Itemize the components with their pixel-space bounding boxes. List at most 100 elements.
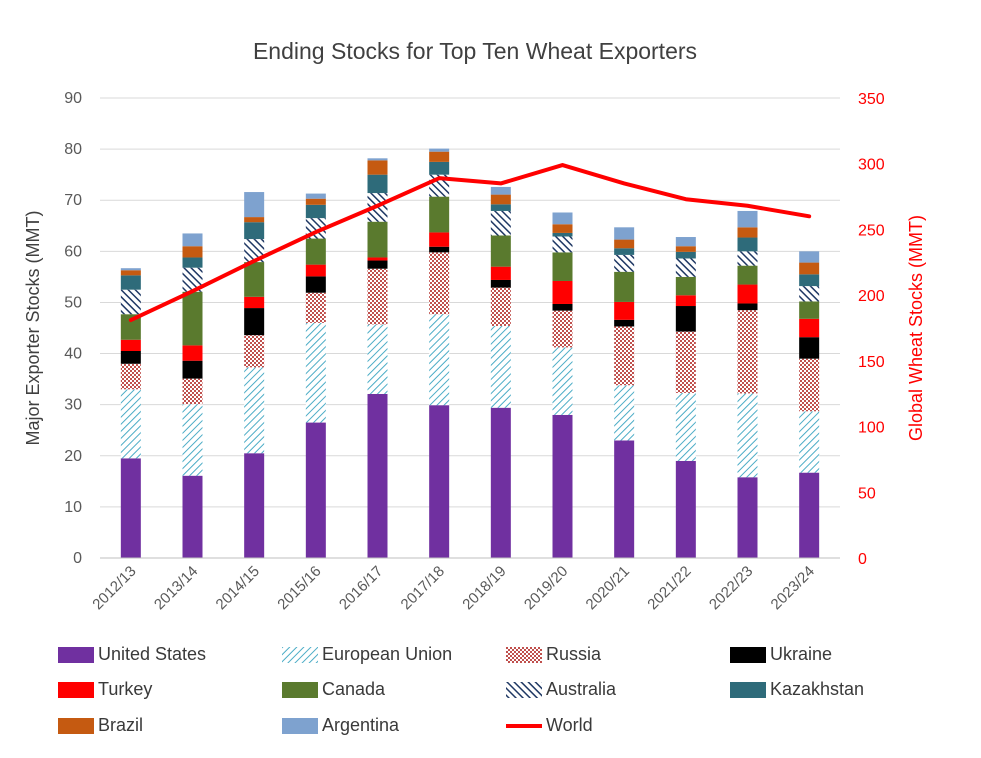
bar-canada xyxy=(120,314,141,340)
bar-australia xyxy=(182,267,203,292)
bar-kazakhstan xyxy=(244,222,265,240)
bar-turkey xyxy=(120,339,141,351)
x-tick-label: 2016/17 xyxy=(336,563,386,613)
legend-line-swatch xyxy=(506,723,542,728)
bar-argentina xyxy=(490,186,511,195)
bar-united-states xyxy=(244,453,265,558)
y2-tick-label: 150 xyxy=(858,354,885,371)
bar-russia xyxy=(614,326,635,386)
bar-argentina xyxy=(182,233,203,247)
legend-label: European Union xyxy=(322,644,453,664)
legend-item: Ukraine xyxy=(730,644,832,665)
x-tick-label: 2013/14 xyxy=(151,563,201,613)
bar-argentina xyxy=(244,192,265,218)
x-tick-label: 2012/13 xyxy=(89,563,139,613)
bar-brazil xyxy=(182,246,203,258)
x-tick-label: 2014/15 xyxy=(213,563,263,613)
x-tick-label: 2022/23 xyxy=(706,563,756,613)
legend-label: Brazil xyxy=(98,715,144,735)
bar-united-states xyxy=(429,405,450,558)
bar-european-union xyxy=(429,314,450,406)
bar-european-union xyxy=(799,411,820,473)
bar-european-union xyxy=(614,385,635,441)
bars xyxy=(120,148,820,558)
bar-argentina xyxy=(614,227,635,240)
bar-canada xyxy=(182,291,203,346)
bar-kazakhstan xyxy=(182,257,203,268)
bar-ukraine xyxy=(614,319,635,327)
bar-ukraine xyxy=(182,360,203,379)
y-tick-label: 40 xyxy=(64,346,82,363)
bar-ukraine xyxy=(675,306,696,332)
legend-label: Russia xyxy=(546,644,602,664)
bar-russia xyxy=(244,335,265,368)
x-tick-label: 2017/18 xyxy=(398,563,448,613)
y2-tick-label: 50 xyxy=(858,485,876,502)
bar-european-union xyxy=(120,389,141,459)
legend-swatch xyxy=(506,681,542,698)
bar-australia xyxy=(244,239,265,263)
bar-european-union xyxy=(490,325,511,408)
bar-kazakhstan xyxy=(614,248,635,255)
y-tick-label: 30 xyxy=(64,397,82,414)
bar-turkey xyxy=(490,266,511,280)
bar-argentina xyxy=(675,237,696,247)
legend-label: Turkey xyxy=(98,679,153,699)
bar-turkey xyxy=(737,284,758,304)
bar-russia xyxy=(490,287,511,326)
bar-brazil xyxy=(429,151,450,162)
legend-item: World xyxy=(506,715,593,736)
y-tick-label: 20 xyxy=(64,448,82,465)
y-tick-label: 0 xyxy=(73,550,82,567)
bar-united-states xyxy=(675,460,696,558)
legend-item: Kazakhstan xyxy=(730,679,864,700)
legend-swatch xyxy=(282,681,318,698)
legend-item: Argentina xyxy=(282,715,399,736)
y2-axis-label: Global Wheat Stocks (MMT) xyxy=(906,215,926,441)
bar-united-states xyxy=(614,440,635,558)
legend-item: Australia xyxy=(506,679,616,700)
bar-russia xyxy=(799,358,820,412)
bar-russia xyxy=(367,268,388,325)
bar-canada xyxy=(490,235,511,267)
bar-brazil xyxy=(120,270,141,276)
bar-european-union xyxy=(305,322,326,423)
bar-turkey xyxy=(244,296,265,309)
bar-canada xyxy=(367,221,388,258)
y-tick-label: 80 xyxy=(64,141,82,158)
legend-swatch xyxy=(730,681,766,698)
bar-european-union xyxy=(675,392,696,461)
bar-united-states xyxy=(367,393,388,558)
legend-label: World xyxy=(546,715,593,735)
y-tick-label: 90 xyxy=(64,90,82,107)
bar-russia xyxy=(120,363,141,390)
bar-argentina xyxy=(429,148,450,152)
bar-turkey xyxy=(367,257,388,261)
y-tick-label: 10 xyxy=(64,499,82,516)
legend-label: Canada xyxy=(322,679,386,699)
bar-ukraine xyxy=(305,276,326,293)
bar-kazakhstan xyxy=(799,274,820,287)
bar-brazil xyxy=(244,217,265,223)
bar-australia xyxy=(799,286,820,302)
legend-swatch xyxy=(282,646,318,663)
bar-brazil xyxy=(614,239,635,249)
x-tick-label: 2020/21 xyxy=(583,563,633,613)
bar-argentina xyxy=(367,158,388,161)
bar-brazil xyxy=(737,227,758,238)
y-tick-label: 50 xyxy=(64,294,82,311)
bar-australia xyxy=(120,289,141,315)
legend-label: United States xyxy=(98,644,207,664)
chart-title: Ending Stocks for Top Ten Wheat Exporter… xyxy=(253,38,697,64)
bar-ukraine xyxy=(799,337,820,359)
legend-swatch xyxy=(58,717,94,734)
legend-label: Ukraine xyxy=(770,644,833,664)
legend-label: Australia xyxy=(546,679,617,699)
bar-australia xyxy=(552,236,573,253)
bar-kazakhstan xyxy=(305,204,326,219)
legend-swatch xyxy=(58,681,94,698)
x-tick-label: 2023/24 xyxy=(768,563,818,613)
y2-tick-label: 100 xyxy=(858,420,885,437)
bar-turkey xyxy=(799,318,820,338)
bar-turkey xyxy=(675,295,696,307)
